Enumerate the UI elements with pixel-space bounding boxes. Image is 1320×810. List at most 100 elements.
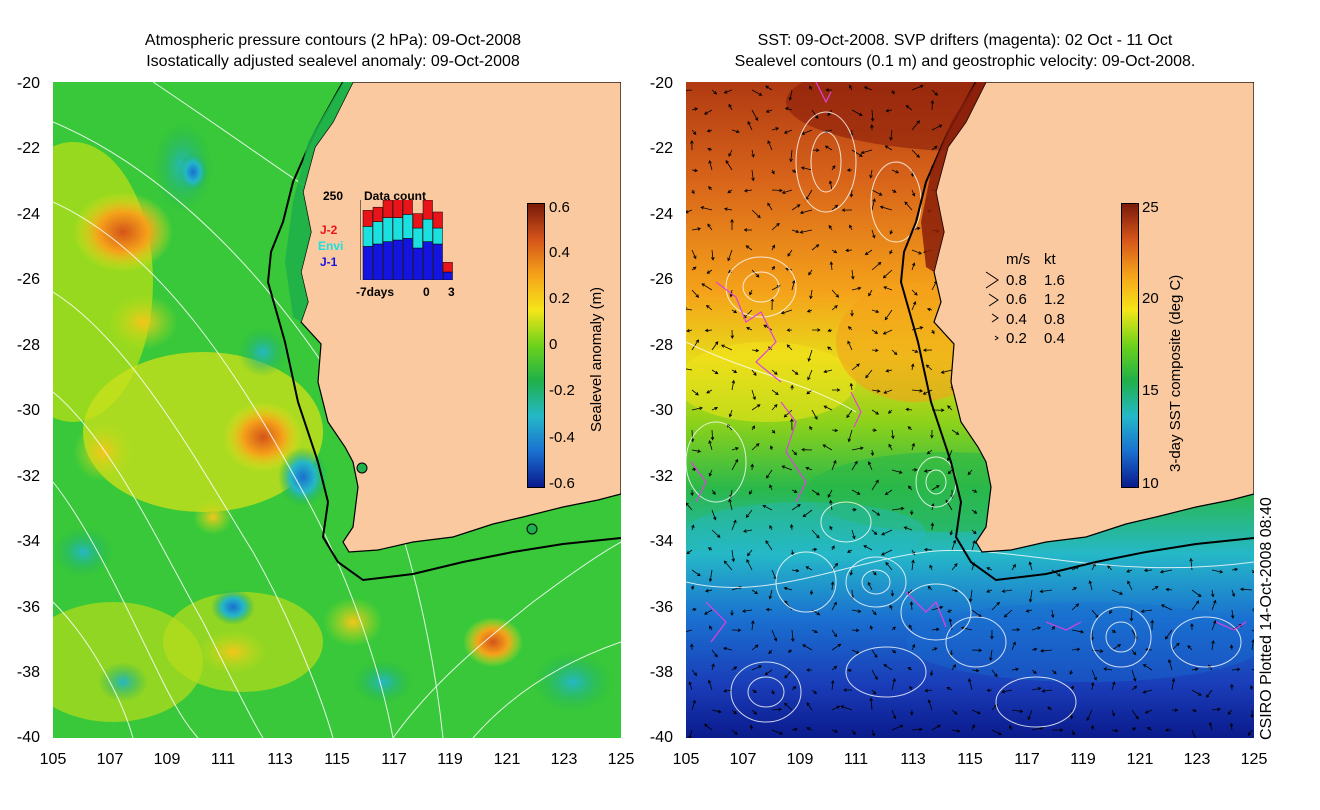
right-title-line1: SST: 09-Oct-2008. SVP drifters (magenta)… (757, 32, 1173, 49)
left-title-line2: Isostatically adjusted sealevel anomaly:… (146, 53, 520, 70)
inset-legend-j2: J-2 (320, 223, 338, 237)
inset-bar-j2 (422, 200, 433, 220)
inset-bar-j1 (362, 246, 373, 280)
right-xtick: 107 (729, 751, 757, 768)
legend-arrow-04 (991, 313, 999, 323)
geostrophic-velocity-vectors (686, 84, 1254, 738)
right-ytick: -30 (649, 402, 673, 419)
left-title-line1: Atmospheric pressure contours (2 hPa): 0… (144, 32, 522, 49)
left-xtick: 111 (210, 751, 236, 768)
legend-row-ms: 0.2 (1006, 330, 1027, 347)
left-cbar-title: Sealevel anomaly (m) (588, 286, 605, 432)
inset-bar-j2 (412, 213, 423, 229)
left-ytick: -24 (16, 206, 40, 223)
left-xtick: 113 (267, 751, 293, 768)
right-ytick: -28 (649, 337, 673, 354)
inset-bar-j2 (432, 211, 443, 229)
inset-bar-envi (382, 217, 393, 242)
right-colorbar (1121, 203, 1139, 488)
inset-bar-envi (412, 227, 423, 249)
right-ytick: -38 (649, 664, 673, 681)
inset-bar-j1 (412, 247, 423, 280)
inset-bar-envi (432, 227, 443, 245)
left-ytick: -26 (16, 271, 40, 288)
left-ytick: -40 (16, 729, 40, 746)
inset-bar-j2 (402, 200, 413, 215)
right-ytick: -22 (649, 140, 673, 157)
right-shelf-break (899, 82, 1254, 582)
right-ytick: -32 (649, 468, 673, 485)
legend-arrow-02 (994, 335, 999, 341)
legend-row-kt: 1.2 (1044, 291, 1065, 308)
left-xtick: 119 (437, 751, 463, 768)
inset-bar-envi (422, 218, 433, 242)
left-ytick: -34 (16, 533, 40, 550)
right-cbar-title: 3-day SST composite (deg C) (1167, 274, 1184, 472)
left-ytick: -20 (16, 75, 40, 92)
left-station-a-marker (356, 462, 368, 474)
inset-bar-j2 (392, 200, 403, 218)
legend-arrow-glyphs (985, 271, 999, 341)
inset-bar-j2 (442, 262, 453, 273)
left-xtick: 115 (324, 751, 350, 768)
inset-bar-j1 (432, 243, 443, 280)
right-cbar-label: 20 (1142, 290, 1159, 307)
left-station-b-marker (526, 523, 538, 535)
inset-bar-j2 (372, 206, 383, 222)
right-xtick: 109 (786, 751, 814, 768)
right-ytick: -34 (649, 533, 673, 550)
inset-bar-j1 (402, 238, 413, 280)
left-ytick: -38 (16, 664, 40, 681)
inset-bar-chart (360, 200, 453, 280)
inset-bar-j1 (372, 243, 383, 280)
left-cbar-label: 0.2 (549, 290, 570, 307)
inset-bar-envi (362, 226, 373, 247)
right-ytick: -24 (649, 206, 673, 223)
right-map-svg (686, 82, 1254, 738)
right-xtick: 119 (1070, 751, 1096, 768)
left-xtick: 125 (607, 751, 635, 768)
inset-legend-j1: J-1 (320, 255, 338, 269)
left-ytick: -30 (16, 402, 40, 419)
left-cbar-label: 0 (549, 336, 558, 353)
inset-bar-j2 (362, 210, 373, 227)
plot-credit: CSIRO Plotted 14-Oct-2008 08:40 (1258, 497, 1275, 740)
left-ytick: -22 (16, 140, 40, 157)
left-xtick: 105 (39, 751, 67, 768)
right-map-panel[interactable] (686, 82, 1254, 738)
left-ytick: -28 (16, 337, 40, 354)
left-ytick: -36 (16, 599, 40, 616)
sealevel-contours (686, 111, 1254, 728)
legend-row-ms: 0.4 (1006, 311, 1027, 328)
inset-bar-j1 (382, 241, 393, 280)
right-xtick: 125 (1240, 751, 1268, 768)
inset-bar-envi (402, 214, 413, 239)
left-cbar-label: -0.4 (549, 429, 575, 446)
legend-header-ms: m/s (1006, 251, 1031, 268)
left-sla-anomalies (53, 122, 613, 722)
legend-row-kt: 0.8 (1044, 311, 1065, 328)
right-xtick: 113 (900, 751, 926, 768)
right-cbar-label: 25 (1142, 199, 1159, 216)
inset-title: Data count (364, 189, 427, 203)
inset-bar-j1 (442, 271, 453, 280)
right-coast-warm-strip (921, 82, 986, 272)
legend-arrow-06 (988, 293, 999, 307)
left-xtick: 121 (493, 751, 521, 768)
right-ytick: -40 (649, 729, 673, 746)
right-land (933, 82, 1254, 553)
inset-bar-j1 (422, 241, 433, 280)
right-colorbar-gradient (1122, 204, 1138, 487)
right-xtick: 111 (843, 751, 869, 768)
right-title-line2: Sealevel contours (0.1 m) and geostrophi… (734, 53, 1196, 70)
right-xtick: 115 (957, 751, 983, 768)
right-xtick: 117 (1014, 751, 1040, 768)
right-ytick: -20 (649, 75, 673, 92)
legend-row-kt: 1.6 (1044, 272, 1065, 289)
legend-row-kt: 0.4 (1044, 330, 1065, 347)
inset-bar-envi (392, 217, 403, 241)
left-shelf-break (266, 82, 621, 582)
left-cbar-label: -0.2 (549, 382, 575, 399)
left-cbar-label: 0.4 (549, 244, 570, 261)
right-xtick: 123 (1183, 751, 1211, 768)
